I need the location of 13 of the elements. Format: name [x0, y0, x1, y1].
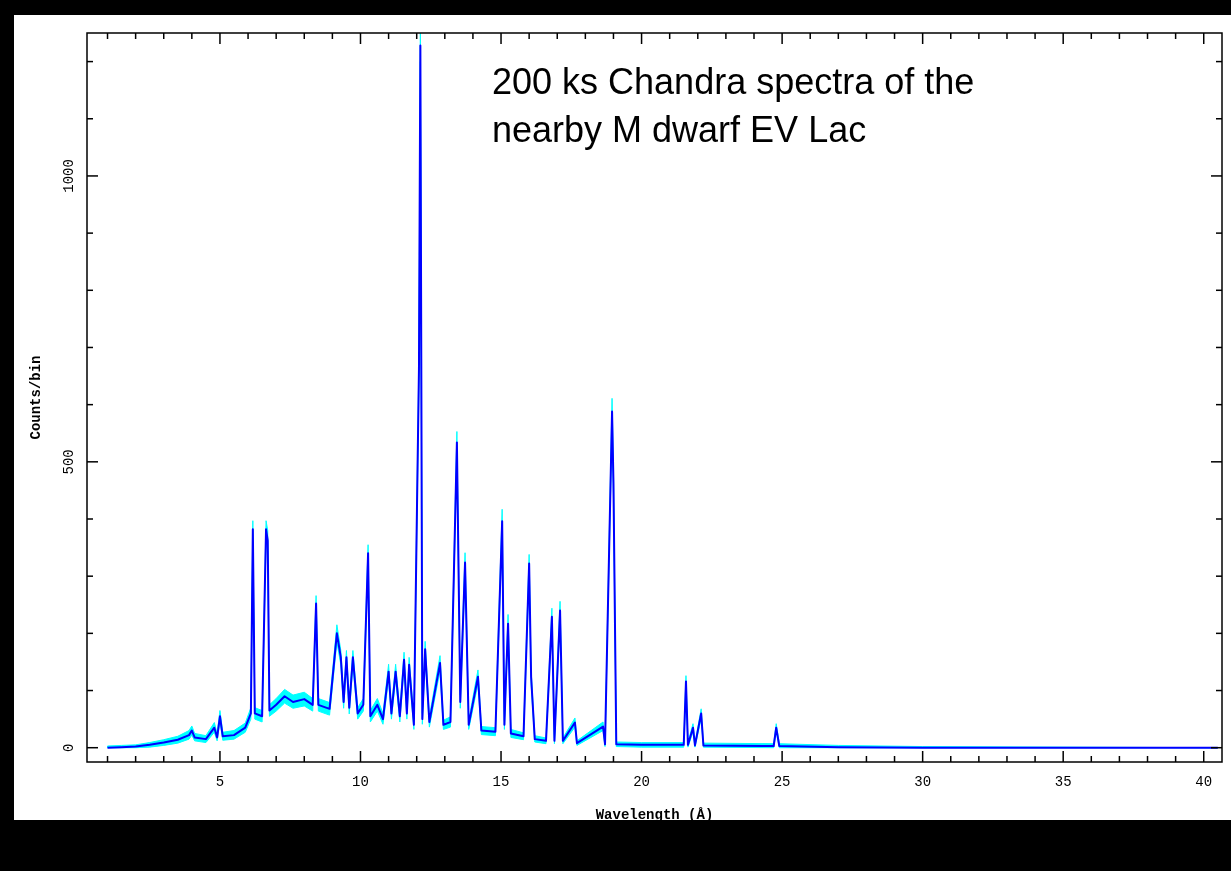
x-tick-label: 35: [1054, 774, 1072, 790]
y-tick-label: 0: [61, 743, 77, 752]
x-tick-label: 20: [633, 774, 650, 790]
x-tick-label: 5: [215, 774, 225, 790]
y-axis-title: Counts/bin: [28, 355, 44, 440]
x-tick-label: 10: [352, 774, 369, 790]
x-tick-label: 15: [492, 774, 510, 790]
y-tick-label: 1000: [61, 159, 77, 193]
x-tick-label: 30: [914, 774, 932, 790]
x-tick-label: 25: [773, 774, 791, 790]
annotation: 200 ks Chandra spectra of the nearby M dwarf EV Lac: [492, 61, 975, 150]
x-tick-label: 40: [1195, 774, 1213, 790]
y-tick-label: 500: [61, 449, 77, 475]
